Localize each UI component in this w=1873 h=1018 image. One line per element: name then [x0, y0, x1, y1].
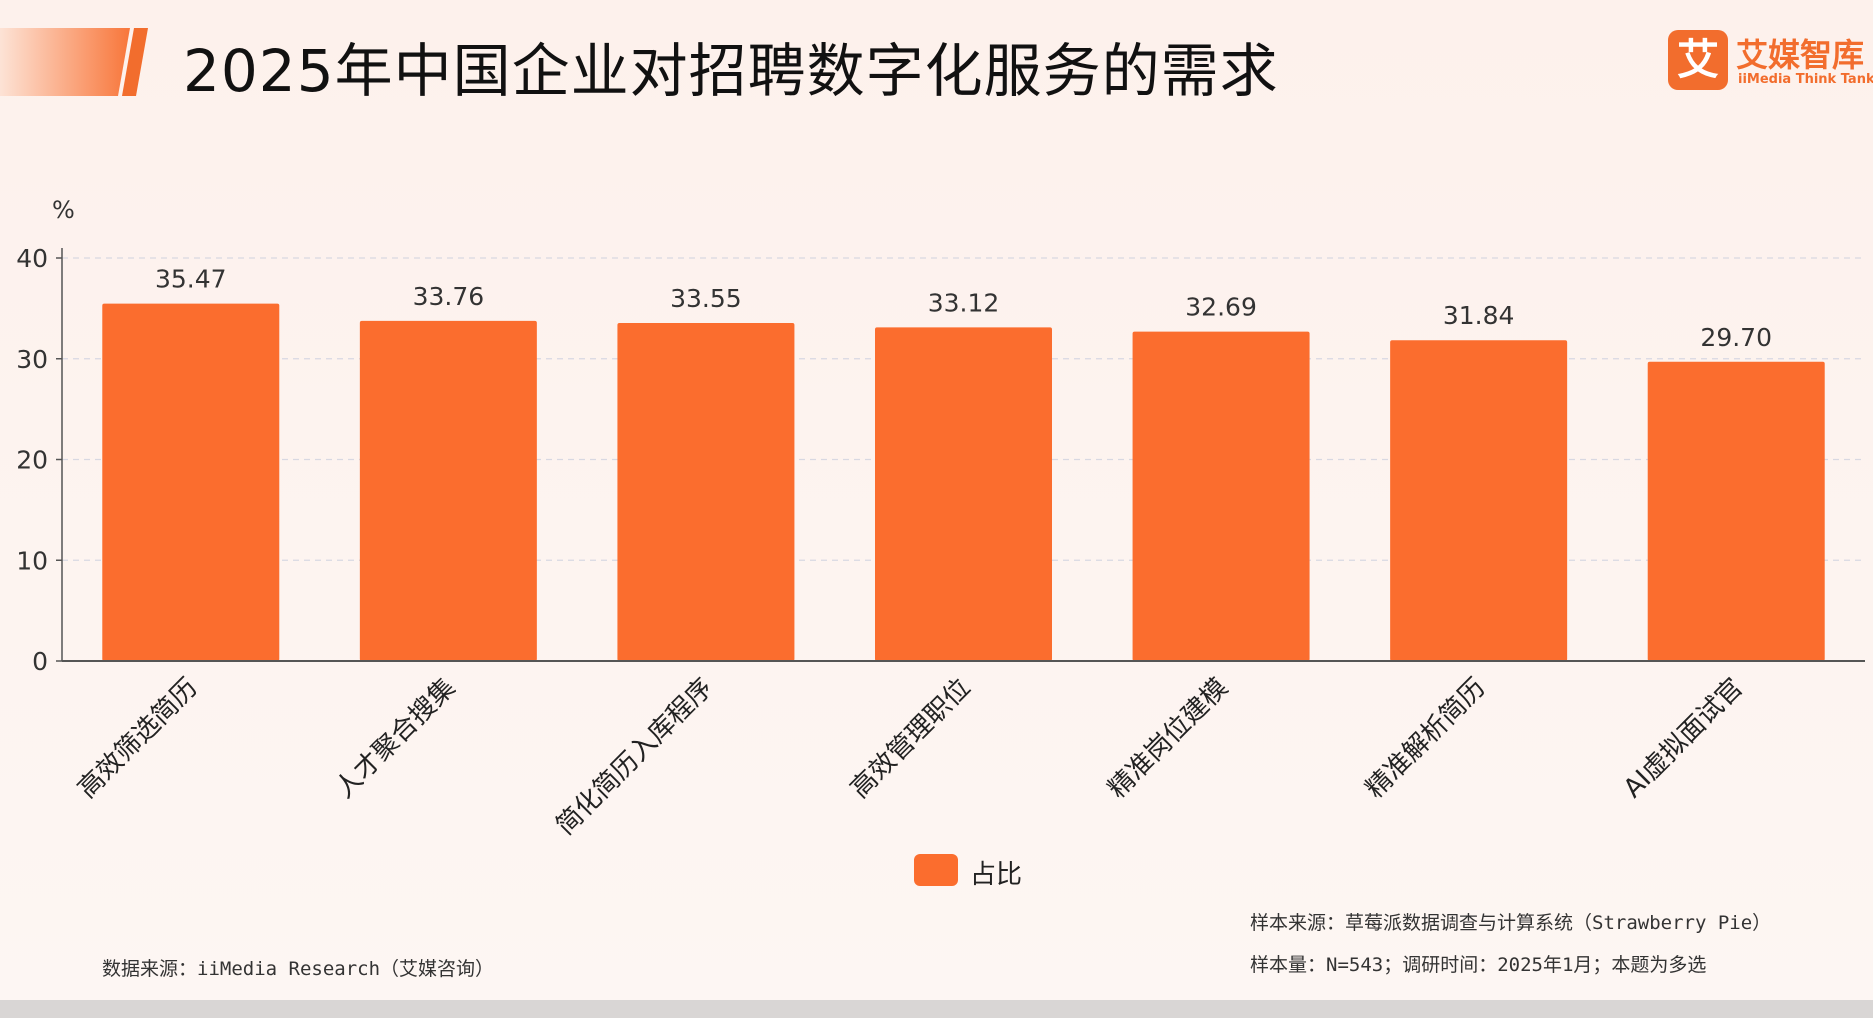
x-tick-label: 简化简历入库程序 [551, 673, 719, 841]
data-source-note: 数据来源：iiMedia Research（艾媒咨询） [102, 958, 495, 980]
y-tick-label: 20 [16, 446, 48, 475]
x-tick-label: 精准解析简历 [1360, 673, 1492, 805]
x-tick-label: 精准岗位建模 [1102, 673, 1234, 805]
bar [359, 320, 537, 661]
bar-value-label: 33.76 [413, 282, 485, 311]
x-tick-label: 人才聚合搜集 [330, 673, 462, 805]
x-tick-label: 高效管理职位 [845, 673, 977, 805]
bar-value-label: 31.84 [1443, 301, 1515, 330]
bar [1390, 340, 1568, 661]
bar [1647, 361, 1825, 661]
brand-logo: 艾 艾媒智库 iiMedia Think Tank [1668, 30, 1873, 94]
y-tick-label: 30 [16, 345, 48, 374]
bars [102, 303, 1825, 661]
logo-mark-icon: 艾 [1668, 30, 1728, 90]
logo-name-en: iiMedia Think Tank [1738, 72, 1873, 87]
y-tick-label: 0 [32, 647, 48, 676]
bar-value-label: 35.47 [155, 265, 227, 294]
legend-label: 占比 [970, 860, 1023, 890]
bar-value-label: 32.69 [1185, 293, 1257, 322]
bar-value-label: 29.70 [1700, 323, 1772, 352]
x-tick-label: AI虚拟面试官 [1618, 673, 1749, 804]
sample-source-note: 样本来源：草莓派数据调查与计算系统（Strawberry Pie） [1250, 912, 1772, 934]
sample-info-note: 样本量：N=543；调研时间：2025年1月；本题为多选 [1250, 954, 1707, 976]
legend-swatch [914, 854, 958, 886]
x-tick-label: 高效筛选简历 [72, 673, 204, 805]
bar-value-label: 33.55 [670, 284, 742, 313]
axes [61, 248, 1865, 662]
bar-value-label: 33.12 [928, 288, 1000, 317]
logo-name-cn: 艾媒智库 [1736, 36, 1865, 74]
bar [1132, 331, 1310, 661]
y-tick-label: 40 [16, 244, 48, 273]
y-axis-unit-label: % [52, 196, 75, 224]
bar [617, 322, 795, 661]
y-tick-label: 10 [16, 546, 48, 575]
bar [102, 303, 280, 661]
page-title: 2025年中国企业对招聘数字化服务的需求 [183, 37, 1279, 105]
title-decoration [0, 28, 148, 96]
bottom-strip [0, 1000, 1873, 1018]
bar [875, 327, 1052, 661]
